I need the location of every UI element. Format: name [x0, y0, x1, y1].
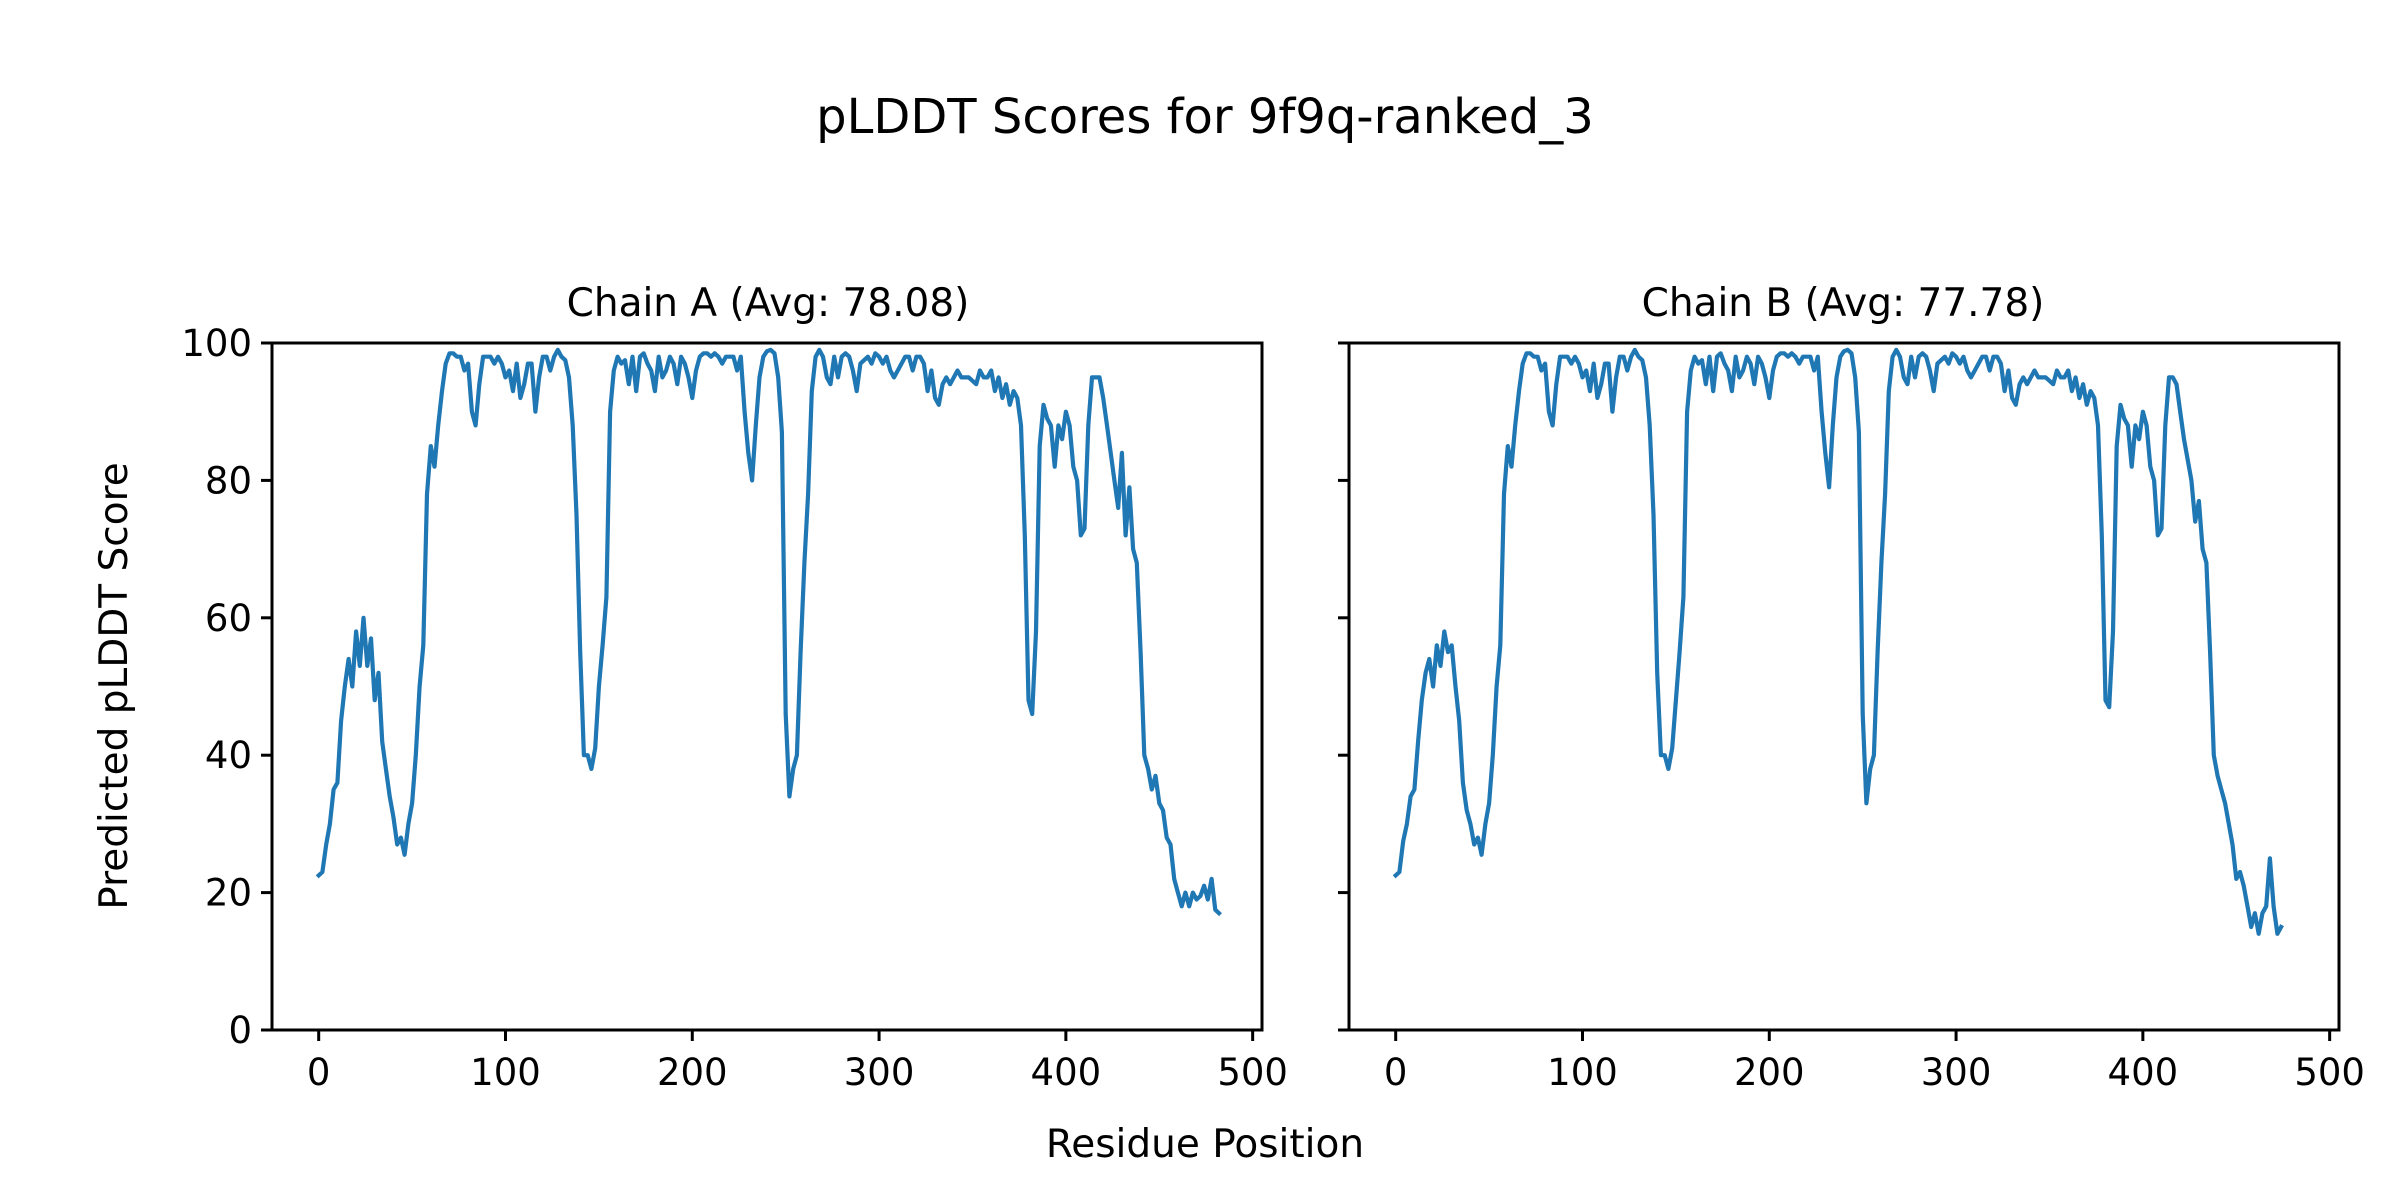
chain-b-x-tick-label: 500	[2294, 1051, 2365, 1094]
chain-b-plddt-line	[1392, 347, 2284, 936]
chain-b-axes-frame	[1347, 341, 2341, 1032]
x-axis-label: Residue Position	[1046, 1122, 1364, 1167]
y-tick-label: 80	[205, 459, 252, 502]
chain-a-axes-frame	[270, 341, 1264, 1032]
chain-b-title: Chain B (Avg: 77.78)	[1642, 281, 2045, 326]
chain-b-x-tick-label: 0	[1384, 1051, 1408, 1094]
chain-b-panel: Chain B (Avg: 77.78) 0 100 200 300 400 500	[1338, 281, 2365, 1094]
chain-a-x-tick-label: 400	[1031, 1051, 1102, 1094]
chain-a-x-tick-label: 300	[844, 1051, 915, 1094]
y-tick-label: 40	[205, 734, 252, 777]
chain-a-plddt-line	[315, 347, 1222, 917]
chain-b-x-tick-label: 100	[1547, 1051, 1618, 1094]
chain-a-x-tick-label: 100	[470, 1051, 541, 1094]
chain-b-x-tick-label: 300	[1921, 1051, 1992, 1094]
y-tick-label: 0	[228, 1009, 252, 1052]
y-tick-label: 60	[205, 597, 252, 640]
chain-a-title: Chain A (Avg: 78.08)	[567, 281, 970, 326]
chain-b-x-tick-label: 400	[2108, 1051, 2179, 1094]
y-tick-label: 20	[205, 872, 252, 915]
figure-title: pLDDT Scores for 9f9q-ranked_3	[816, 89, 1594, 145]
chain-a-x-tick-label: 0	[307, 1051, 331, 1094]
chain-a-panel: Chain A (Avg: 78.08) 0 100 200 300 400 500 0 20…	[181, 281, 1288, 1094]
y-axis-label: Predicted pLDDT Score	[92, 462, 137, 909]
y-tick-label: 100	[181, 322, 252, 365]
chain-a-x-tick-label: 200	[657, 1051, 728, 1094]
chain-b-x-tick-label: 200	[1734, 1051, 1805, 1094]
chain-a-x-tick-label: 500	[1217, 1051, 1288, 1094]
